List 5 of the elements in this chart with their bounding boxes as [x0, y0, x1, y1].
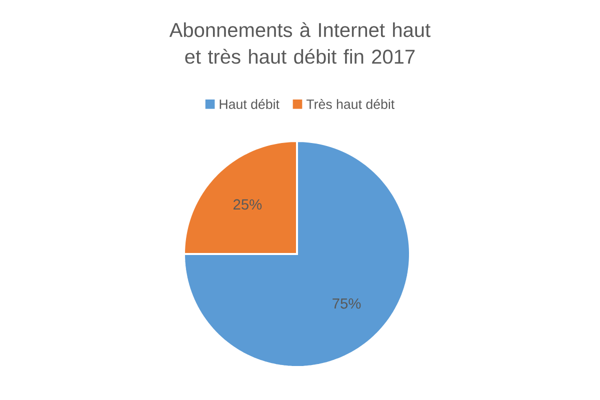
legend-label: Très haut débit: [306, 99, 395, 109]
legend-label: Haut débit: [220, 99, 280, 109]
data-label: 25%: [234, 199, 262, 210]
chart-title: Abonnements à Internet haut et très haut débit fin 2017: [169, 22, 430, 64]
data-label: 75%: [332, 298, 361, 309]
